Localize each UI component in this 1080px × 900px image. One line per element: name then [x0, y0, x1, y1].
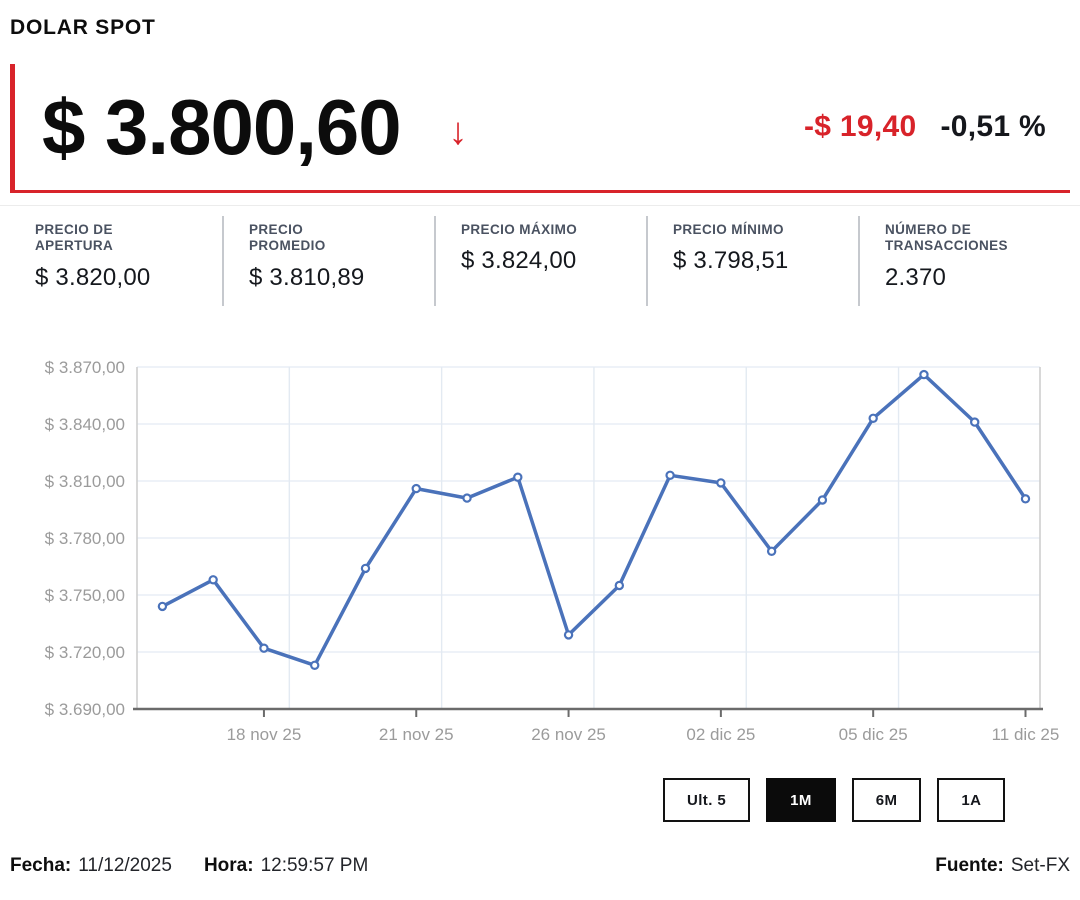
svg-text:26 nov 25: 26 nov 25: [531, 725, 606, 744]
current-price: $ 3.800,60: [42, 82, 402, 171]
svg-text:21 nov 25: 21 nov 25: [379, 725, 454, 744]
stat-label: PRECIO PROMEDIO: [249, 222, 326, 254]
range-1a-button[interactable]: 1A: [937, 778, 1006, 822]
svg-text:$ 3.870,00: $ 3.870,00: [45, 358, 125, 377]
stats-row: PRECIO DE APERTURA $ 3.820,00 PRECIO PRO…: [10, 216, 1070, 306]
date-value: 11/12/2025: [78, 855, 172, 876]
source-value: Set-FX: [1010, 855, 1070, 876]
range-1m-button[interactable]: 1M: [766, 778, 836, 822]
down-arrow-icon: ↓: [448, 111, 468, 153]
stat-opening-price: PRECIO DE APERTURA $ 3.820,00: [10, 216, 222, 306]
page-title: DOLAR SPOT: [10, 16, 156, 39]
footer-source: Fuente: Set-FX: [935, 855, 1070, 877]
svg-text:$ 3.690,00: $ 3.690,00: [45, 700, 125, 719]
range-selector: Ult. 5 1M 6M 1A: [663, 778, 1006, 822]
change-value: -$ 19,40: [804, 110, 917, 143]
time-value: 12:59:57 PM: [260, 855, 369, 876]
svg-text:11 dic 25: 11 dic 25: [992, 725, 1060, 744]
stat-value: 2.370: [885, 263, 947, 291]
change-percent: -0,51 %: [940, 110, 1046, 143]
range-6m-button[interactable]: 6M: [851, 778, 922, 822]
date-label: Fecha:: [10, 855, 72, 876]
quote-box: $ 3.800,60 ↓ -$ 19,40 -0,51 %: [10, 64, 1070, 193]
price-chart[interactable]: $ 3.870,00 $ 3.840,00 $ 3.810,00 $ 3.780,00…: [0, 340, 1080, 760]
stat-min-price: PRECIO MÍNIMO $ 3.798,51: [646, 216, 858, 306]
time-label: Hora:: [203, 855, 254, 876]
stat-value: $ 3.798,51: [673, 247, 789, 275]
svg-text:18 nov 25: 18 nov 25: [227, 725, 302, 744]
stat-value: $ 3.824,00: [461, 247, 577, 275]
stat-label: PRECIO DE APERTURA: [35, 222, 114, 254]
source-label: Fuente:: [935, 855, 1004, 876]
footer-date: Fecha: 11/12/2025: [10, 855, 172, 877]
svg-text:$ 3.780,00: $ 3.780,00: [45, 529, 125, 548]
stat-value: $ 3.820,00: [35, 263, 151, 291]
stat-value: $ 3.810,89: [249, 263, 365, 291]
stat-label: NÚMERO DE TRANSACCIONES: [885, 222, 1008, 254]
svg-text:$ 3.810,00: $ 3.810,00: [45, 472, 125, 491]
stat-average-price: PRECIO PROMEDIO $ 3.810,89: [222, 216, 434, 306]
svg-text:05 dic 25: 05 dic 25: [839, 725, 908, 744]
svg-text:02 dic 25: 02 dic 25: [686, 725, 755, 744]
separator-line: [0, 205, 1080, 206]
change-group: -$ 19,40 -0,51 %: [804, 110, 1046, 144]
stat-max-price: PRECIO MÁXIMO $ 3.824,00: [434, 216, 646, 306]
range-ult5-button[interactable]: Ult. 5: [663, 778, 751, 822]
stat-label: PRECIO MÍNIMO: [673, 222, 784, 237]
footer-time: Hora: 12:59:57 PM: [204, 855, 368, 877]
price-chart-svg[interactable]: $ 3.870,00 $ 3.840,00 $ 3.810,00 $ 3.780,00…: [0, 340, 1080, 760]
stat-label: PRECIO MÁXIMO: [461, 222, 578, 237]
svg-text:$ 3.840,00: $ 3.840,00: [45, 415, 125, 434]
svg-text:$ 3.720,00: $ 3.720,00: [45, 643, 125, 662]
stat-transactions: NÚMERO DE TRANSACCIONES 2.370: [858, 216, 1070, 306]
footer: Fecha: 11/12/2025 Hora: 12:59:57 PM Fuen…: [10, 855, 1070, 877]
svg-text:$ 3.750,00: $ 3.750,00: [45, 586, 125, 605]
